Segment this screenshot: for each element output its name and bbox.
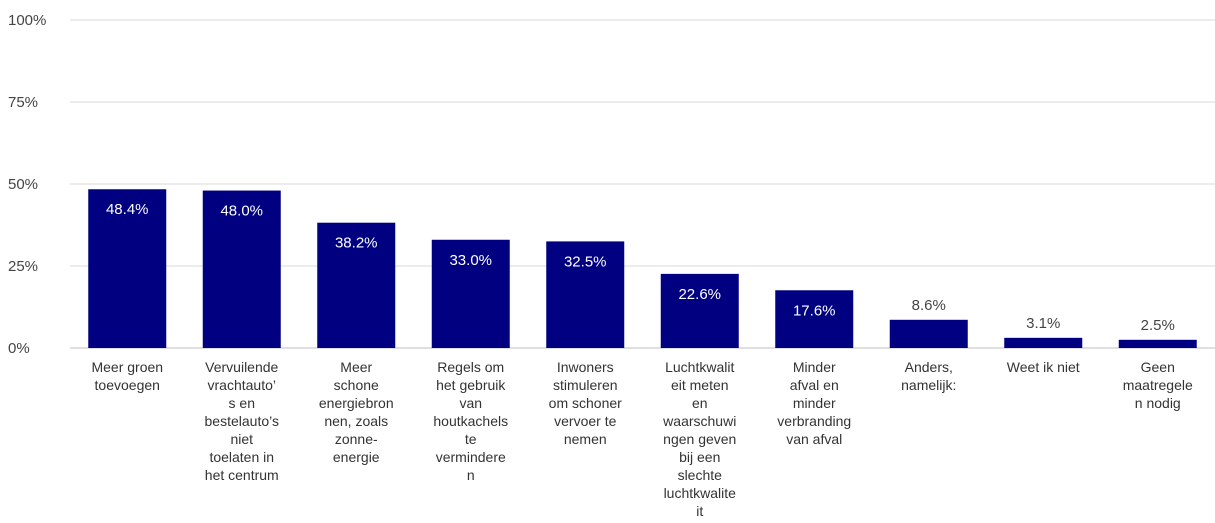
category-label-line: schone [334, 377, 379, 393]
y-tick-label: 100% [8, 12, 46, 29]
category-label: Weet ik niet [1007, 359, 1080, 375]
category-label-line: luchtkwalite [664, 485, 737, 501]
category-label-line: energie [333, 449, 380, 465]
category-label-line: minder [793, 395, 836, 411]
category-label-line: waarschuwi [662, 413, 736, 429]
y-tick-label: 0% [8, 340, 30, 357]
category-label-line: nemen [564, 431, 607, 447]
category-label-line: toevoegen [95, 377, 160, 393]
category-label-line: om schoner [549, 395, 622, 411]
bar [775, 290, 854, 348]
category-label-line: verminderе [436, 449, 506, 465]
bar [660, 273, 739, 348]
y-tick-label: 75% [8, 94, 38, 111]
category-label-line: namelijk: [901, 377, 956, 393]
y-tick-label: 50% [8, 176, 38, 193]
category-label: Inwoners stimuleren om schoner vervoer te ne… [549, 359, 622, 447]
category-label-line: Meer [340, 359, 372, 375]
bar [1118, 339, 1197, 348]
category-label-line: Meer groen [91, 359, 163, 375]
y-tick-label: 25% [8, 258, 38, 275]
category-label-line: maatregele [1123, 377, 1193, 393]
category-label-line: Weet ik niet [1007, 359, 1080, 375]
category-label-line: niet [230, 431, 253, 447]
category-label-line: zonne- [335, 431, 378, 447]
category-label-line: Inwoners [557, 359, 614, 375]
bars-layer [88, 189, 1197, 348]
category-label: Meer schone energiebron nen, zoals zonne-ene… [319, 359, 394, 465]
bar [546, 241, 625, 348]
category-label-line: energiebron [319, 395, 394, 411]
bar [317, 222, 396, 348]
category-label-line: n nodig [1135, 395, 1181, 411]
bar-value-label: 38.2% [335, 235, 378, 252]
category-label-line: Geen [1141, 359, 1175, 375]
grid-layer: 0% 25% 50% 75% 100% [8, 12, 1215, 357]
labels-layer: 48.4% 48.0% 38.2% 33.0% 32.5% 22.6% 17.6% 8.6% 3… [106, 201, 1175, 334]
bar [1004, 337, 1083, 348]
category-label-line: toelaten in [209, 449, 274, 465]
category-label-line: Minder [793, 359, 836, 375]
bar-value-label: 48.0% [220, 203, 263, 220]
bar-value-label: 22.6% [678, 286, 721, 303]
bar-value-label: 48.4% [106, 201, 149, 218]
bar-value-label: 33.0% [449, 252, 492, 269]
category-label-line: n [467, 467, 475, 483]
category-label-line: verbranding [777, 413, 851, 429]
category-labels-layer: Meer groen toevoegen Vervuilende vrachtauto… [91, 359, 1193, 519]
category-label-line: bestelauto’s [205, 413, 279, 429]
category-label-line: ngen geven [663, 431, 736, 447]
category-label-line: te [465, 431, 477, 447]
bar-value-label: 17.6% [793, 302, 836, 319]
bar [431, 239, 510, 348]
bar-value-label: 32.5% [564, 253, 607, 270]
category-label-line: s en [229, 395, 255, 411]
bar [88, 189, 167, 348]
category-label-line: van [459, 395, 482, 411]
category-label-line: slechte [678, 467, 723, 483]
category-label-line: vervoer te [554, 413, 616, 429]
category-label-line: vrachtauto’ [208, 377, 276, 393]
category-label: Meer groen toevoegen [91, 359, 163, 393]
category-label-line: van afval [786, 431, 842, 447]
category-label-line: Vervuilende [205, 359, 278, 375]
category-label-line: en [692, 395, 708, 411]
category-label: Regels om het gebruik van houtkachels te verm… [433, 359, 508, 483]
bar-value-label: 2.5% [1141, 317, 1175, 334]
bar-value-label: 3.1% [1026, 315, 1060, 332]
bar-value-label: 8.6% [912, 297, 946, 314]
category-label-line: Anders, [905, 359, 953, 375]
category-label-line: houtkachels [433, 413, 508, 429]
category-label: Luchtkwalit eit meten en waarschuwi ngen gev… [662, 359, 736, 519]
category-label: Geen maatregele n nodig [1123, 359, 1193, 411]
category-label-line: stimuleren [553, 377, 618, 393]
category-label-line: it [696, 503, 703, 519]
category-label: Anders, namelijk: [901, 359, 956, 393]
category-label: Minder afval en minder verbranding van afval [777, 359, 851, 447]
category-label-line: Luchtkwalit [665, 359, 734, 375]
bar [202, 190, 281, 348]
category-label-line: afval en [790, 377, 839, 393]
category-label-line: Regels om [437, 359, 504, 375]
category-label-line: nen, zoals [324, 413, 388, 429]
category-label-line: het centrum [205, 467, 279, 483]
category-label-line: eit meten [671, 377, 729, 393]
category-label-line: het gebruik [436, 377, 506, 393]
bar [889, 319, 968, 348]
category-label: Vervuilende vrachtauto’ s en bestelauto’s ni… [205, 359, 279, 483]
category-label-line: bij een [679, 449, 720, 465]
